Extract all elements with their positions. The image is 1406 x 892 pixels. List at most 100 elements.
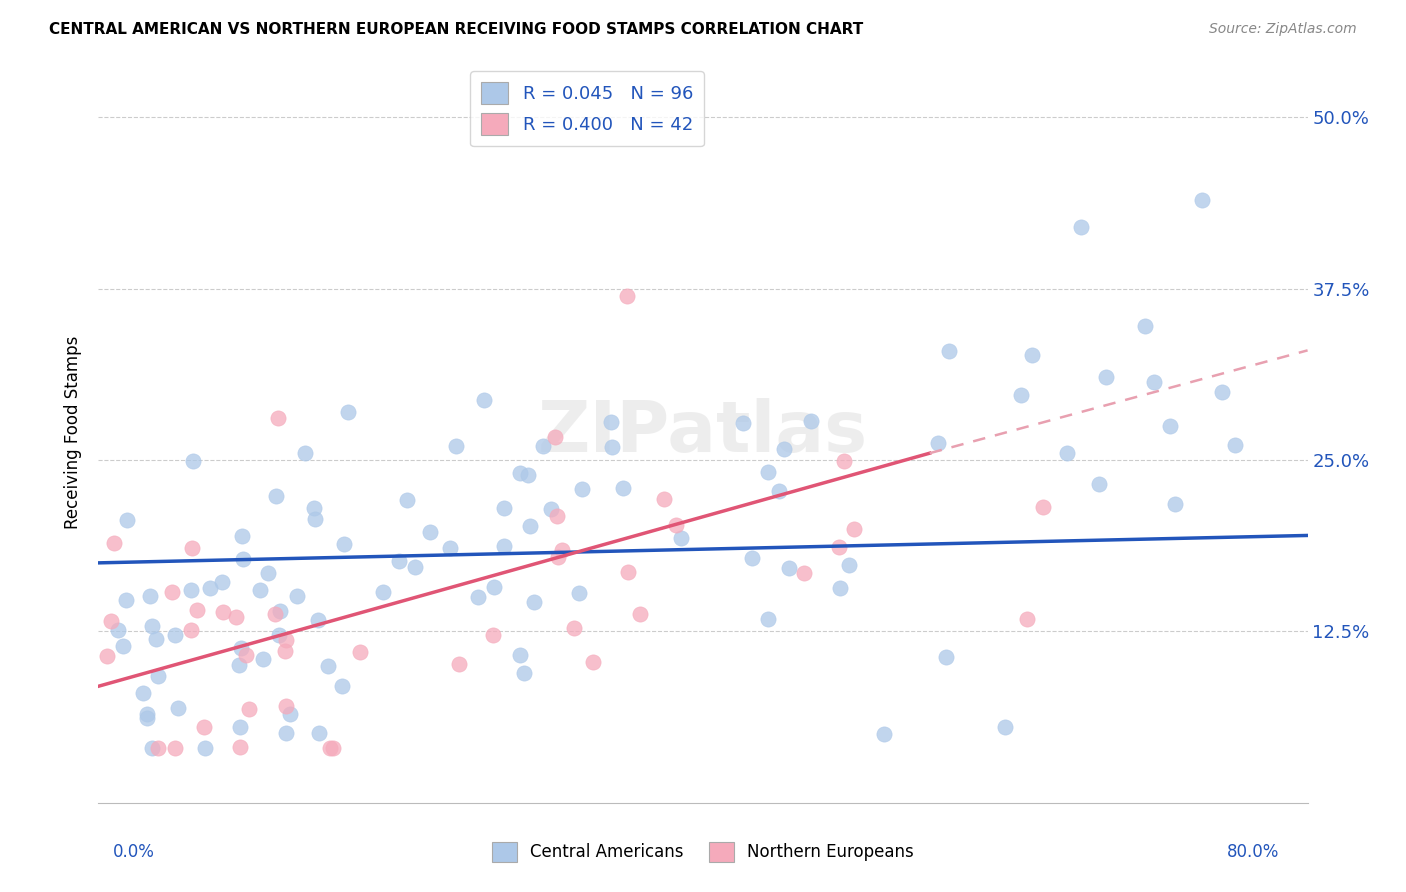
Point xyxy=(571,482,593,496)
Point xyxy=(938,344,960,359)
Point xyxy=(333,537,356,551)
Point xyxy=(612,481,634,495)
Point xyxy=(232,552,254,566)
Point xyxy=(472,393,495,408)
Point xyxy=(447,657,470,671)
Point xyxy=(304,501,326,516)
Point xyxy=(266,489,288,503)
Point xyxy=(229,720,252,734)
Point xyxy=(1164,497,1187,511)
Point xyxy=(494,540,516,554)
Point xyxy=(1211,385,1233,400)
Point xyxy=(927,436,949,450)
Point xyxy=(252,651,274,665)
Point xyxy=(211,605,233,619)
Point xyxy=(330,679,353,693)
Point xyxy=(285,589,308,603)
Point xyxy=(482,628,505,642)
Point xyxy=(198,581,221,595)
Point xyxy=(1010,388,1032,402)
Text: Source: ZipAtlas.com: Source: ZipAtlas.com xyxy=(1209,22,1357,37)
Point xyxy=(446,439,468,453)
Point xyxy=(838,558,860,572)
Point xyxy=(546,509,568,524)
Point xyxy=(773,442,796,456)
Point xyxy=(167,701,190,715)
Legend: Central Americans, Northern Europeans: Central Americans, Northern Europeans xyxy=(485,835,921,869)
Point xyxy=(1191,193,1213,207)
Point xyxy=(1133,318,1156,333)
Point xyxy=(1088,476,1111,491)
Point xyxy=(935,650,957,665)
Point xyxy=(832,454,855,468)
Point xyxy=(276,725,298,739)
Point xyxy=(1032,500,1054,514)
Point xyxy=(229,739,252,754)
Point xyxy=(96,648,118,663)
Text: 80.0%: 80.0% xyxy=(1227,843,1279,861)
Point xyxy=(138,589,160,603)
Point xyxy=(278,707,301,722)
Point xyxy=(671,531,693,545)
Point xyxy=(103,536,125,550)
Point xyxy=(756,612,779,626)
Point xyxy=(180,623,202,637)
Point xyxy=(180,541,202,555)
Point xyxy=(186,603,208,617)
Point xyxy=(494,501,516,516)
Point xyxy=(1070,219,1092,234)
Point xyxy=(544,430,567,444)
Point xyxy=(336,405,359,419)
Point xyxy=(388,553,411,567)
Point xyxy=(828,581,851,595)
Point xyxy=(600,441,623,455)
Point xyxy=(235,648,257,663)
Text: CENTRAL AMERICAN VS NORTHERN EUROPEAN RECEIVING FOOD STAMPS CORRELATION CHART: CENTRAL AMERICAN VS NORTHERN EUROPEAN RE… xyxy=(49,22,863,37)
Point xyxy=(304,512,326,526)
Point xyxy=(264,607,287,621)
Point xyxy=(652,491,675,506)
Point xyxy=(276,633,298,648)
Point xyxy=(1056,446,1078,460)
Point xyxy=(582,655,605,669)
Point xyxy=(146,741,169,756)
Point xyxy=(269,604,291,618)
Point xyxy=(467,591,489,605)
Point xyxy=(267,411,290,425)
Point xyxy=(148,669,170,683)
Point xyxy=(117,513,139,527)
Point xyxy=(231,529,253,543)
Point xyxy=(112,639,135,653)
Point xyxy=(135,707,157,722)
Point xyxy=(547,550,569,565)
Point xyxy=(522,595,544,609)
Point xyxy=(551,543,574,558)
Point xyxy=(568,585,591,599)
Point xyxy=(225,610,247,624)
Point xyxy=(419,525,441,540)
Point xyxy=(513,666,536,681)
Point xyxy=(322,741,344,756)
Point xyxy=(531,439,554,453)
Point xyxy=(160,584,183,599)
Point xyxy=(181,454,204,468)
Point xyxy=(211,575,233,590)
Point xyxy=(194,741,217,756)
Point xyxy=(1021,348,1043,362)
Point xyxy=(249,582,271,597)
Point xyxy=(316,658,339,673)
Point xyxy=(193,720,215,734)
Point xyxy=(1095,370,1118,384)
Point xyxy=(228,657,250,672)
Point xyxy=(509,466,531,480)
Point xyxy=(395,492,418,507)
Point xyxy=(1159,419,1181,434)
Point xyxy=(509,648,531,663)
Point xyxy=(145,632,167,647)
Point xyxy=(768,483,790,498)
Point xyxy=(1223,438,1246,452)
Point xyxy=(1142,376,1164,390)
Point xyxy=(229,640,252,655)
Point xyxy=(844,522,866,536)
Point xyxy=(827,540,849,554)
